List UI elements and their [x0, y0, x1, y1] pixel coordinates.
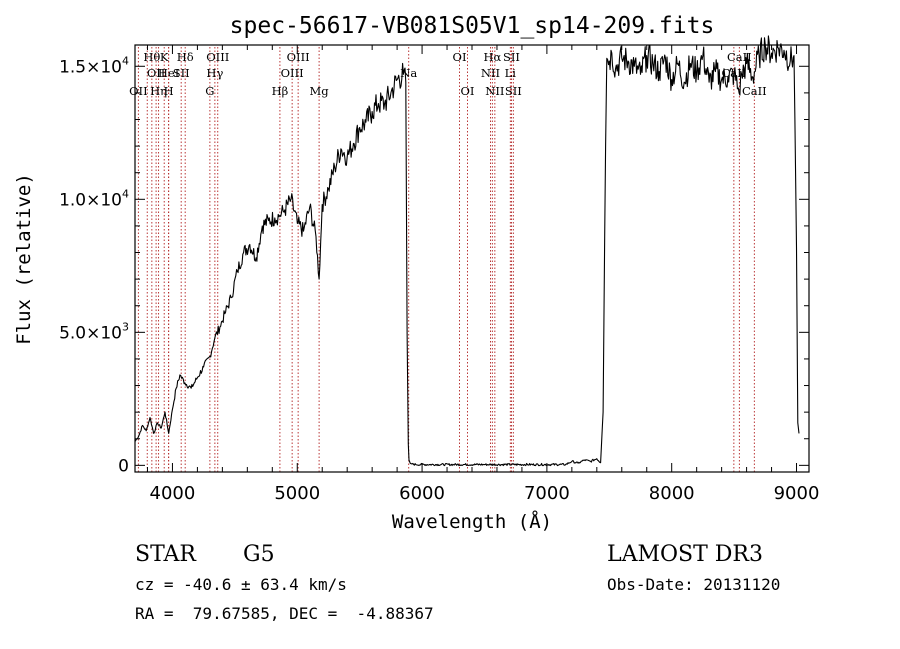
coordinates-readout: RA = 79.67585, DEC = -4.88367 — [135, 604, 434, 623]
line-label: Hθ — [143, 50, 160, 64]
line-label: OI — [461, 84, 475, 98]
object-subclass: G5 — [243, 542, 275, 567]
x-axis-label: Wavelength (Å) — [392, 510, 552, 533]
line-label: OIII — [287, 50, 310, 64]
x-tick-label: 4000 — [150, 483, 196, 504]
y-axis-ticks: 0 5.0×103 1.0×104 1.5×104 — [59, 54, 809, 476]
line-label: Hβ — [272, 84, 289, 98]
line-label: HeI — [158, 66, 179, 80]
x-tick-label: 5000 — [274, 483, 320, 504]
survey-name: LAMOST DR3 — [607, 542, 763, 567]
x-tick-label: 9000 — [774, 483, 820, 504]
y-tick-label: 5.0×103 — [59, 320, 129, 343]
line-label: Li — [505, 66, 517, 80]
line-label: H — [164, 84, 174, 98]
line-label: OII — [129, 84, 148, 98]
line-label: OI — [453, 50, 467, 64]
line-label: Hη — [150, 84, 167, 98]
line-label: G — [205, 84, 214, 98]
x-tick-label: 6000 — [399, 483, 445, 504]
line-label: SII — [503, 50, 520, 64]
y-tick-label: 1.5×104 — [59, 54, 129, 77]
line-label: NII — [485, 84, 504, 98]
object-class: STAR — [135, 542, 197, 567]
line-label: SII — [173, 66, 190, 80]
x-tick-label: 7000 — [524, 483, 570, 504]
line-label: NII — [481, 66, 500, 80]
line-label: OIII — [206, 50, 229, 64]
line-label: K — [160, 50, 169, 64]
line-label: Mg — [310, 84, 330, 98]
line-label: OIII — [281, 66, 304, 80]
spectrum-series-line — [134, 35, 800, 467]
chart-title: spec-56617-VB081S05V1_sp14-209.fits — [230, 13, 715, 39]
emission-line-labels: OIIHθOIIHηKHeIHSIIHδGHγOIIIHβOIIIOIIIMgN… — [129, 50, 767, 98]
line-label: CaII — [742, 84, 767, 98]
plot-frame — [134, 44, 810, 473]
obs-date: Obs-Date: 20131120 — [607, 575, 780, 594]
emission-line-markers — [137, 47, 755, 472]
redshift-readout: cz = -40.6 ± 63.4 km/s — [135, 575, 347, 594]
line-label: OII — [147, 66, 166, 80]
y-tick-label: 1.0×104 — [59, 187, 129, 210]
line-label: Hγ — [206, 66, 223, 80]
line-label: SII — [505, 84, 522, 98]
x-tick-label: 8000 — [649, 483, 695, 504]
x-axis-ticks: 4000 5000 6000 7000 8000 9000 — [146, 45, 820, 504]
line-label: Hα — [483, 50, 501, 64]
y-axis-label: Flux (relative) — [13, 173, 35, 345]
line-label: Hδ — [177, 50, 194, 64]
y-tick-label: 0 — [118, 456, 129, 476]
